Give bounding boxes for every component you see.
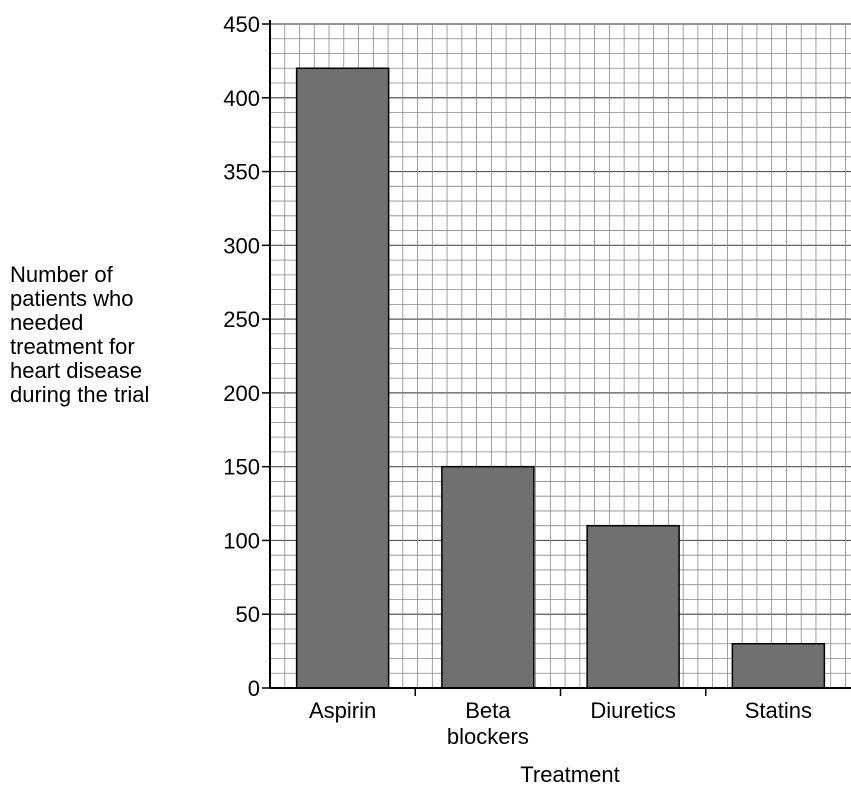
y-tick-label: 350 bbox=[223, 160, 260, 185]
y-tick-label: 400 bbox=[223, 86, 260, 111]
bar bbox=[586, 524, 680, 689]
x-category-label: Beta blockers bbox=[447, 698, 529, 749]
x-category-label: Aspirin bbox=[309, 698, 376, 723]
bars bbox=[295, 67, 826, 689]
y-tick-labels: 0 50 100 150 200 250 300 350 400 450 bbox=[223, 12, 260, 701]
x-category-label: Diuretics bbox=[590, 698, 676, 723]
y-axis-title-text: Number of patients who needed treatment for… bbox=[10, 262, 149, 407]
bar bbox=[441, 465, 535, 689]
y-tick-label: 50 bbox=[236, 602, 260, 627]
y-tick-label: 300 bbox=[223, 233, 260, 258]
bar bbox=[731, 642, 826, 689]
x-category-labels: Aspirin Beta blockers Diuretics Statins bbox=[309, 698, 812, 749]
y-tick-label: 100 bbox=[223, 528, 260, 553]
x-category-label: Statins bbox=[745, 698, 812, 723]
y-tick-label: 150 bbox=[223, 455, 260, 480]
axes bbox=[262, 20, 851, 696]
y-tick-label: 0 bbox=[248, 676, 260, 701]
y-axis-title: Number of patients who needed treatment for… bbox=[10, 262, 149, 407]
y-tick-label: 450 bbox=[223, 12, 260, 37]
x-axis-title: Treatment bbox=[520, 762, 619, 785]
y-tick-label: 200 bbox=[223, 381, 260, 406]
y-tick-label: 250 bbox=[223, 307, 260, 332]
bar bbox=[295, 67, 390, 689]
